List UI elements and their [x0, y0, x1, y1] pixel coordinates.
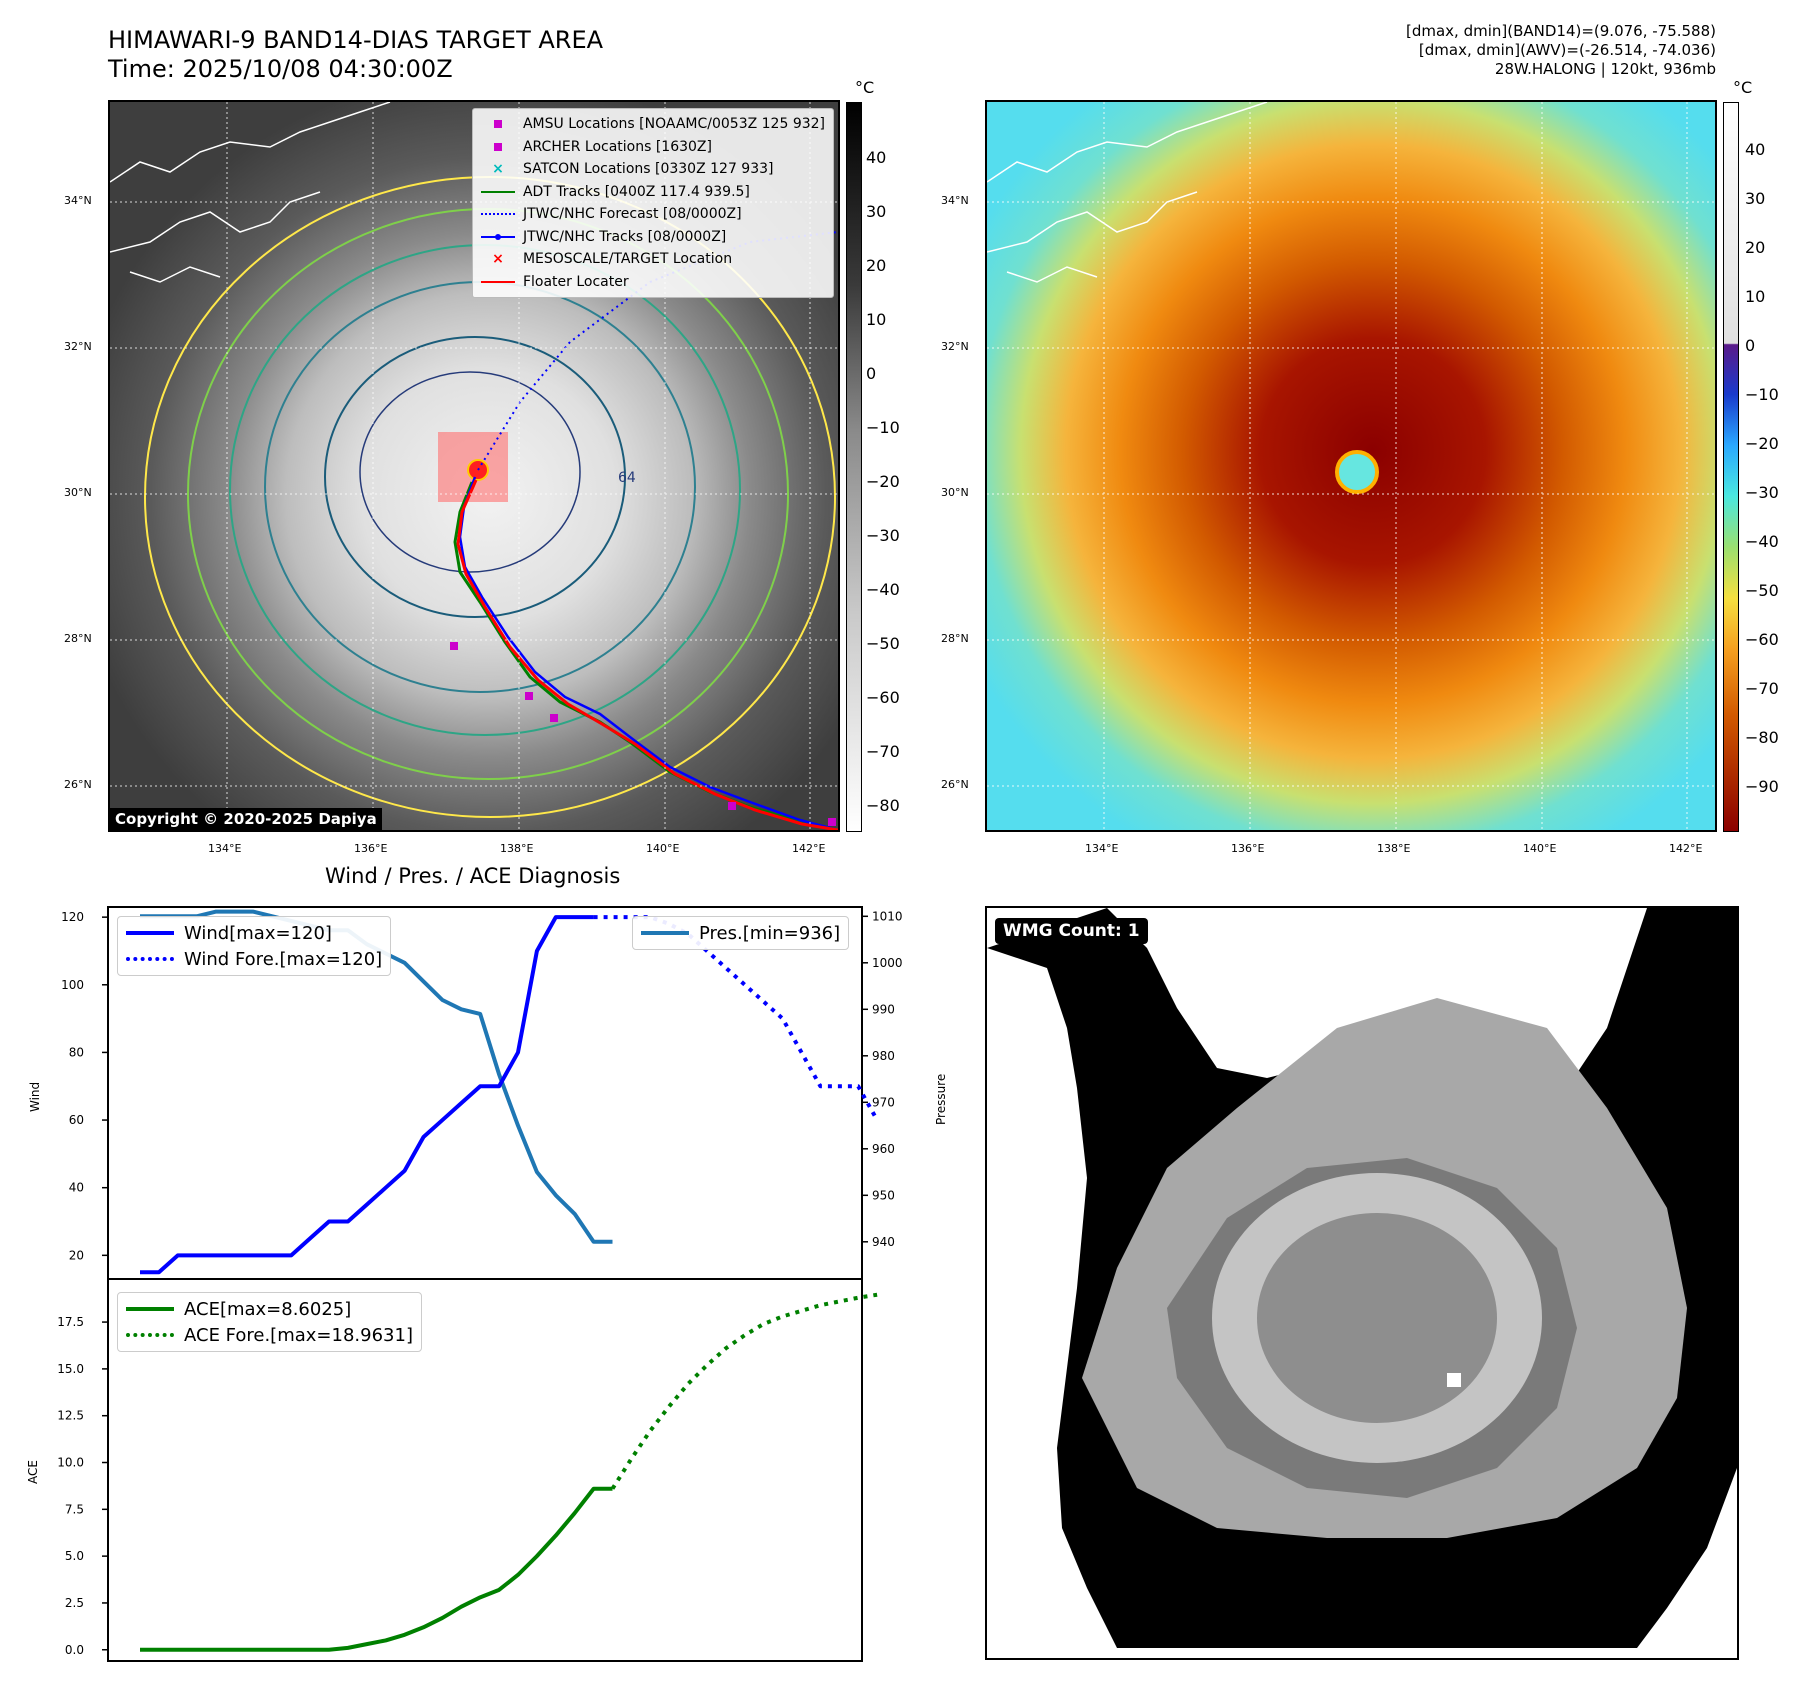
- ace-tick-label: 10.0: [57, 1456, 84, 1470]
- ace-tick-label: 5.0: [65, 1549, 84, 1563]
- ace-tick-label: 12.5: [57, 1409, 84, 1423]
- ir-colorbar-unit: °C: [855, 78, 875, 97]
- title-line-1: HIMAWARI-9 BAND14-DIAS TARGET AREA: [108, 26, 604, 54]
- lon-label: 140°E: [646, 842, 680, 855]
- coastline: [110, 102, 391, 283]
- ir-contours: [144, 176, 836, 818]
- wmg-svg: [987, 908, 1737, 1648]
- legend-amsu: AMSU Locations [NOAAMC/0053Z 125 932]: [481, 113, 825, 136]
- pressure-axis-label: Pressure: [934, 1073, 948, 1125]
- map-legend: AMSU Locations [NOAAMC/0053Z 125 932] AR…: [471, 108, 834, 298]
- info-line-1: [dmax, dmin](BAND14)=(9.076, -75.588): [1405, 22, 1716, 40]
- copyright-label: Copyright © 2020-2025 Dapiya: [110, 808, 382, 830]
- coastline: [987, 102, 1268, 283]
- ir-colorbar: [846, 102, 862, 832]
- legend-jtwc-forecast: JTWC/NHC Forecast [08/0000Z]: [480, 203, 825, 226]
- legend-wind-forecast: Wind Fore.[max=120]: [126, 946, 382, 972]
- wmg-eye: [1257, 1213, 1497, 1423]
- ir-map-panel: 64 AMSU Locations [NOAAMC/0053Z 1: [108, 100, 840, 832]
- archer-markers: [450, 642, 836, 826]
- ace-tick-label: 17.5: [57, 1315, 84, 1329]
- pressure-tick-label: 940: [872, 1235, 895, 1249]
- contour-label: 64: [618, 470, 636, 486]
- wmg-count-badge: WMG Count: 1: [995, 918, 1148, 944]
- ace-forecast-line: [610, 1292, 878, 1490]
- ace-tick-label: 15.0: [57, 1362, 84, 1376]
- lon-label: 142°E: [1669, 842, 1703, 855]
- wind-tick-label: 20: [69, 1248, 84, 1262]
- lon-label: 134°E: [1085, 842, 1119, 855]
- wind-tick-label: 80: [69, 1045, 84, 1059]
- pressure-tick-label: 960: [872, 1142, 895, 1156]
- wmg-panel: WMG Count: 1: [985, 906, 1739, 1660]
- legend-target: × MESOSCALE/TARGET Location: [492, 251, 733, 268]
- ace-line: [140, 1486, 613, 1652]
- legend-ace: ACE[max=8.6025]: [126, 1296, 413, 1322]
- awv-colorbar: [1723, 102, 1739, 832]
- diagnosis-chart: 20 40 60 80 100 120 940 950 960 970 980 990 1000 101…: [57, 906, 903, 1662]
- ace-tick-label: 0.0: [65, 1643, 84, 1657]
- lat-label: 28°N: [941, 632, 969, 645]
- intensity-info: [dmax, dmin](BAND14)=(9.076, -75.588) [d…: [1406, 22, 1716, 79]
- floater-track: [456, 479, 838, 830]
- pressure-tick-label: 990: [872, 1002, 895, 1016]
- lon-label: 138°E: [500, 842, 534, 855]
- awv-gridlines: [987, 102, 1715, 830]
- forecast-track: [477, 231, 838, 471]
- wind-line: [140, 915, 594, 1275]
- jtwc-track: [458, 476, 838, 830]
- wind-tick-label: 40: [69, 1181, 84, 1195]
- awv-map-svg: [987, 102, 1715, 830]
- figure-title: HIMAWARI-9 BAND14-DIAS TARGET AREA Time:…: [108, 26, 603, 84]
- lon-label: 134°E: [208, 842, 242, 855]
- pressure-tick-label: 950: [872, 1188, 895, 1202]
- awv-colorbar-unit: °C: [1733, 78, 1753, 97]
- lat-label: 30°N: [64, 486, 92, 499]
- lon-label: 136°E: [354, 842, 388, 855]
- legend-ace-forecast: ACE Fore.[max=18.9631]: [126, 1322, 413, 1348]
- lat-label: 34°N: [64, 194, 92, 207]
- wind-forecast-line: [593, 915, 879, 1122]
- ace-legend: ACE[max=8.6025] ACE Fore.[max=18.9631]: [117, 1292, 422, 1352]
- lat-label: 32°N: [64, 340, 92, 353]
- pressure-tick-label: 970: [872, 1095, 895, 1109]
- legend-adt: ADT Tracks [0400Z 117.4 939.5]: [480, 181, 825, 204]
- lat-label: 32°N: [941, 340, 969, 353]
- legend-archer: ARCHER Locations [1630Z]: [481, 136, 825, 159]
- ace-tick-label: 7.5: [65, 1502, 84, 1516]
- wind-tick-label: 120: [61, 910, 84, 924]
- pressure-tick-label: 980: [872, 1049, 895, 1063]
- awv-colorbar-ticks: 40 30 20 10 0 −10 −20 −30 −40 −50 −60 −7…: [1745, 140, 1779, 796]
- ace-plot-frame: [107, 1278, 863, 1662]
- legend-wind: Wind[max=120]: [126, 920, 382, 946]
- lat-label: 34°N: [941, 194, 969, 207]
- awv-eye: [1335, 450, 1379, 494]
- pressure-tick-label: 1000: [872, 956, 903, 970]
- title-line-2: Time: 2025/10/08 04:30:00Z: [108, 55, 453, 83]
- lat-label: 28°N: [64, 632, 92, 645]
- wind-tick-label: 60: [69, 1113, 84, 1127]
- info-line-2: [dmax, dmin](AWV)=(-26.514, -74.036): [1418, 41, 1716, 59]
- awv-map-panel: [985, 100, 1717, 832]
- pressure-tick-label: 1010: [872, 909, 903, 923]
- lon-label: 136°E: [1231, 842, 1265, 855]
- pressure-legend: Pres.[min=936]: [632, 916, 850, 950]
- ir-colorbar-ticks: 40 30 20 10 0 −10 −20 −30 −40 −50 −60 −7…: [866, 148, 900, 815]
- legend-jtwc-tracks: JTWC/NHC Tracks [08/0000Z]: [480, 226, 825, 249]
- lon-label: 142°E: [792, 842, 826, 855]
- diagnosis-title: Wind / Pres. / ACE Diagnosis: [325, 864, 621, 888]
- wind-tick-label: 100: [61, 978, 84, 992]
- legend-floater: Floater Locater: [480, 271, 825, 294]
- lat-label: 26°N: [64, 778, 92, 791]
- lon-label: 138°E: [1377, 842, 1411, 855]
- info-line-3: 28W.HALONG | 120kt, 936mb: [1494, 60, 1716, 78]
- legend-pressure: Pres.[min=936]: [641, 920, 840, 946]
- lon-label: 140°E: [1523, 842, 1557, 855]
- lat-label: 26°N: [941, 778, 969, 791]
- wmg-center-marker: [1447, 1373, 1461, 1387]
- lat-label: 30°N: [941, 486, 969, 499]
- wind-legend: Wind[max=120] Wind Fore.[max=120]: [117, 916, 392, 976]
- ace-tick-label: 2.5: [65, 1596, 84, 1610]
- legend-satcon: × SATCON Locations [0330Z 127 933]: [492, 161, 774, 178]
